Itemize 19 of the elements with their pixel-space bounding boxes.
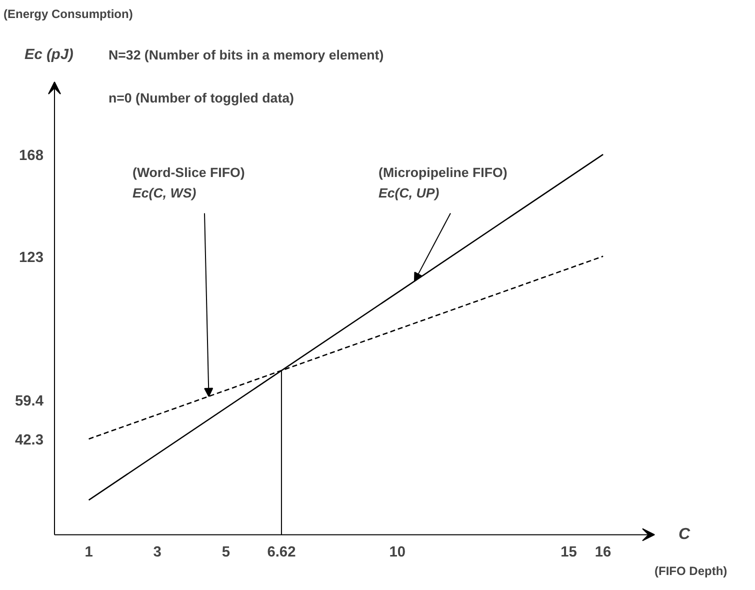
y-tick-label: 59.4 xyxy=(14,394,44,410)
annotation: n=0 (Number of toggled data) xyxy=(108,90,294,106)
text: (FIFO Depth) xyxy=(654,564,728,578)
y-axis-title: Ec (pJ) xyxy=(24,46,74,63)
x-tick-label: 10 xyxy=(389,544,406,561)
y-tick-label: 168 xyxy=(19,148,44,164)
x-tick-label: 6.62 xyxy=(267,544,296,561)
x-tick-label: 3 xyxy=(153,544,162,561)
annotation: (Word-Slice FIFO) Ec(C, WS) xyxy=(132,165,245,200)
text: (Energy Consumption) xyxy=(4,7,133,22)
y-tick-label: 42.3 xyxy=(14,432,44,448)
annotation: (Micropipeline FIFO) Ec(C, UP) xyxy=(378,165,508,200)
x-tick-label: 16 xyxy=(594,544,612,561)
x-tick-label: 15 xyxy=(560,544,577,561)
x-tick-label: 5 xyxy=(222,544,230,561)
x-tick-label: 1 xyxy=(84,544,93,561)
text: N=32 (Number of bits in a memory element) xyxy=(108,47,384,62)
x-axis-title: C xyxy=(678,526,690,544)
y-tick-label: 123 xyxy=(19,250,44,266)
